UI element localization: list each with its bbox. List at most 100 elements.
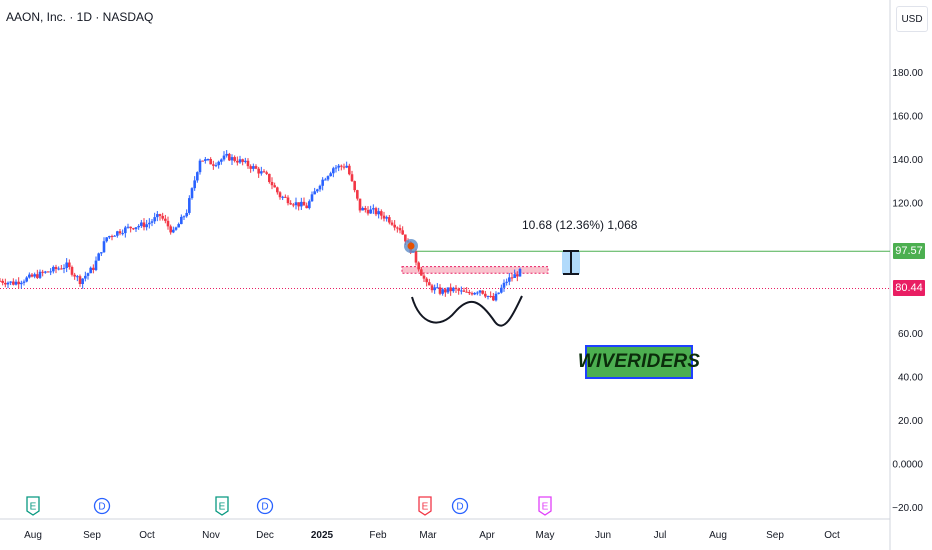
candle-body bbox=[398, 228, 402, 231]
candle-body bbox=[441, 289, 444, 294]
candle-body bbox=[150, 221, 154, 223]
symbol-title: AAON, Inc. · 1D · NASDAQ bbox=[6, 10, 154, 24]
candle-body bbox=[428, 282, 431, 286]
earnings-marker bbox=[215, 496, 229, 516]
currency-button[interactable]: USD bbox=[896, 6, 928, 32]
event-letter: E bbox=[542, 502, 549, 513]
measure-label: 10.68 (12.36%) 1,068 bbox=[522, 218, 638, 232]
candle-body bbox=[366, 209, 370, 214]
candle-body bbox=[116, 231, 119, 236]
x-tick-label: Apr bbox=[479, 530, 495, 541]
candle-body bbox=[190, 188, 194, 199]
x-tick-label: Oct bbox=[139, 530, 155, 541]
candle-body bbox=[121, 233, 124, 235]
candle-body bbox=[273, 185, 276, 188]
candle-body bbox=[334, 167, 338, 169]
candle-body bbox=[12, 281, 15, 285]
candle-body bbox=[166, 220, 170, 227]
candle-body bbox=[214, 165, 218, 167]
candle-body bbox=[260, 171, 263, 174]
candle-body bbox=[497, 292, 500, 294]
x-tick-label: Sep bbox=[83, 530, 101, 541]
candle-body bbox=[518, 268, 522, 277]
candle-body bbox=[249, 166, 252, 169]
candle-body bbox=[364, 207, 367, 210]
candle-body bbox=[356, 190, 359, 199]
candle-body bbox=[65, 262, 68, 268]
candle-body bbox=[108, 236, 111, 238]
candle-body bbox=[132, 228, 135, 230]
candle-body bbox=[33, 274, 36, 277]
candle-body bbox=[313, 191, 316, 195]
candle-body bbox=[302, 201, 306, 206]
candle-body bbox=[396, 227, 399, 229]
candle-body bbox=[49, 271, 52, 273]
candle-body bbox=[422, 275, 426, 279]
candle-body bbox=[241, 159, 244, 162]
x-tick-label: Sep bbox=[766, 530, 784, 541]
candle-body bbox=[230, 157, 234, 161]
earnings-marker bbox=[418, 496, 432, 516]
event-letter: D bbox=[98, 502, 105, 513]
candle-body bbox=[308, 201, 311, 209]
candle-body bbox=[348, 165, 351, 175]
candle-body bbox=[185, 212, 188, 217]
y-tick-label: 180.00 bbox=[892, 68, 923, 79]
candle-body bbox=[468, 291, 471, 294]
candle-body bbox=[516, 274, 519, 277]
candle-body bbox=[86, 273, 90, 276]
candle-body bbox=[388, 217, 391, 223]
y-tick-label: 140.00 bbox=[892, 155, 923, 166]
candle-body bbox=[390, 222, 394, 225]
x-tick-label: May bbox=[536, 530, 555, 541]
candle-body bbox=[508, 277, 511, 282]
candle-body bbox=[169, 226, 172, 233]
candle-body bbox=[513, 274, 516, 278]
candle-body bbox=[289, 203, 292, 205]
candle-body bbox=[174, 227, 178, 230]
candle-body bbox=[20, 282, 23, 285]
candle-body bbox=[494, 293, 498, 301]
candle-body bbox=[145, 224, 148, 228]
x-tick-label: Nov bbox=[202, 530, 220, 541]
candle-body bbox=[44, 271, 47, 273]
x-tick-label: 2025 bbox=[311, 530, 334, 541]
candle-body bbox=[305, 205, 308, 209]
candle-body bbox=[257, 168, 260, 174]
candle-body bbox=[105, 237, 108, 242]
price-badge-green: 97.57 bbox=[893, 243, 925, 259]
x-tick-label: Jul bbox=[654, 530, 667, 541]
candle-body bbox=[156, 214, 159, 218]
candle-body bbox=[252, 166, 255, 169]
y-tick-label: 120.00 bbox=[892, 199, 923, 210]
candle-body bbox=[148, 222, 151, 225]
candle-body bbox=[220, 159, 223, 162]
candle-body bbox=[358, 198, 362, 211]
candle-body bbox=[196, 172, 199, 181]
candle-body bbox=[486, 295, 490, 297]
candle-body bbox=[324, 179, 327, 181]
event-letter: D bbox=[456, 502, 463, 513]
candle-body bbox=[217, 161, 220, 166]
x-tick-label: Dec bbox=[256, 530, 274, 541]
candle-body bbox=[52, 266, 55, 272]
candle-body bbox=[41, 271, 44, 273]
candle-body bbox=[321, 179, 324, 186]
candle-body bbox=[100, 252, 103, 254]
candle-body bbox=[0, 280, 2, 282]
candle-body bbox=[153, 217, 156, 222]
candle-body bbox=[484, 293, 487, 297]
candle-body bbox=[110, 236, 114, 238]
candle-body bbox=[38, 271, 42, 278]
y-tick-label: −20.00 bbox=[892, 503, 923, 514]
candle-body bbox=[340, 165, 343, 167]
candle-body bbox=[28, 274, 31, 278]
candle-body bbox=[444, 289, 447, 293]
candle-body bbox=[353, 181, 356, 191]
candle-body bbox=[281, 196, 284, 198]
candle-body bbox=[17, 281, 20, 285]
candle-body bbox=[276, 187, 279, 193]
candle-body bbox=[1, 280, 4, 283]
y-tick-label: 60.00 bbox=[898, 329, 923, 340]
